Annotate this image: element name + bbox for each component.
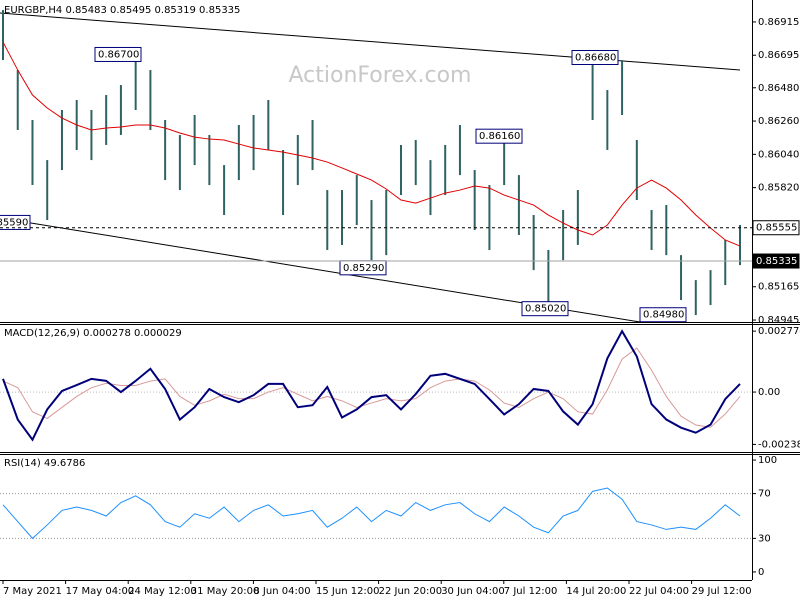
x-tick-label: 17 May 04:00 xyxy=(66,586,135,597)
y-tick-label: 0.86915 xyxy=(758,17,799,28)
rsi-panel xyxy=(0,487,752,540)
y-tick-label: 30 xyxy=(758,533,771,544)
y-tick-label: 0.00 xyxy=(758,387,780,398)
y-tick-label: 0.86480 xyxy=(758,83,799,94)
x-tick-label: 14 Jul 20:00 xyxy=(566,586,626,597)
macd-panel xyxy=(0,329,752,442)
macd-signal xyxy=(2,347,741,428)
annotation-label: 0.85290 xyxy=(343,263,384,274)
x-tick-label: 24 May 12:00 xyxy=(128,586,197,597)
macd-title: MACD(12,26,9) 0.000278 0.000029 xyxy=(4,328,182,339)
level-box xyxy=(752,220,800,236)
x-tick-label: 8 Jun 04:00 xyxy=(253,586,310,597)
macd-line xyxy=(2,329,741,442)
x-tick-label: 22 Jul 04:00 xyxy=(629,586,689,597)
y-tick-label: 0.002774 xyxy=(758,326,800,337)
watermark: ActionForex.com xyxy=(289,63,472,88)
level-label: 0.85335 xyxy=(756,256,797,267)
annotation-box xyxy=(475,128,523,144)
y-tick-label: 0.85820 xyxy=(758,183,799,194)
level-label: 0.85555 xyxy=(756,223,797,234)
y-tick-label: 100 xyxy=(758,455,777,466)
annotation-box xyxy=(639,307,687,322)
moving-average xyxy=(2,41,741,247)
x-tick-label: 29 Jul 12:00 xyxy=(692,586,752,597)
y-tick-label: 0.86695 xyxy=(758,50,799,61)
rsi-line xyxy=(2,487,741,540)
axes xyxy=(0,0,800,581)
level-box xyxy=(752,253,800,269)
price-title: EURGBP,H4 0.85483 0.85495 0.85319 0.8533… xyxy=(4,5,240,16)
x-tick-label: 22 Jun 20:00 xyxy=(379,586,443,597)
annotation-box xyxy=(571,50,619,65)
x-tick-label: 15 Jun 12:00 xyxy=(316,586,380,597)
annotation-label: 0.85590 xyxy=(0,217,28,228)
y-tick-label: 0.86040 xyxy=(758,149,799,160)
x-tick-label: 30 Jun 04:00 xyxy=(441,586,505,597)
x-tick-label: 31 May 20:00 xyxy=(191,586,260,597)
annotation-label: 0.86700 xyxy=(98,49,139,60)
annotation-box xyxy=(94,46,142,62)
annotation-box xyxy=(521,301,569,317)
x-tick-label: 7 May 2021 xyxy=(3,586,62,597)
y-tick-label: 70 xyxy=(758,489,771,500)
annotation-label: 0.86160 xyxy=(479,131,520,142)
annotation-label: 0.85020 xyxy=(525,304,566,315)
y-tick-label: 0.84945 xyxy=(758,315,799,326)
y-tick-label: -0.002383 xyxy=(758,439,800,450)
y-tick-label: 0.85165 xyxy=(758,282,799,293)
annotation-label: 0.86680 xyxy=(575,53,616,64)
price-panel: 0.86700 0.86680 0.86160 0.85290 0.85020 0.849… xyxy=(0,9,741,322)
x-tick-label: 7 Jul 12:00 xyxy=(504,586,558,597)
annotation-box xyxy=(0,214,31,230)
annotation-label: 0.84980 xyxy=(643,310,684,321)
rsi-title: RSI(14) 49.6786 xyxy=(4,458,85,469)
y-tick-label: 0 xyxy=(758,567,764,578)
y-tick-label: 0.86260 xyxy=(758,116,799,127)
